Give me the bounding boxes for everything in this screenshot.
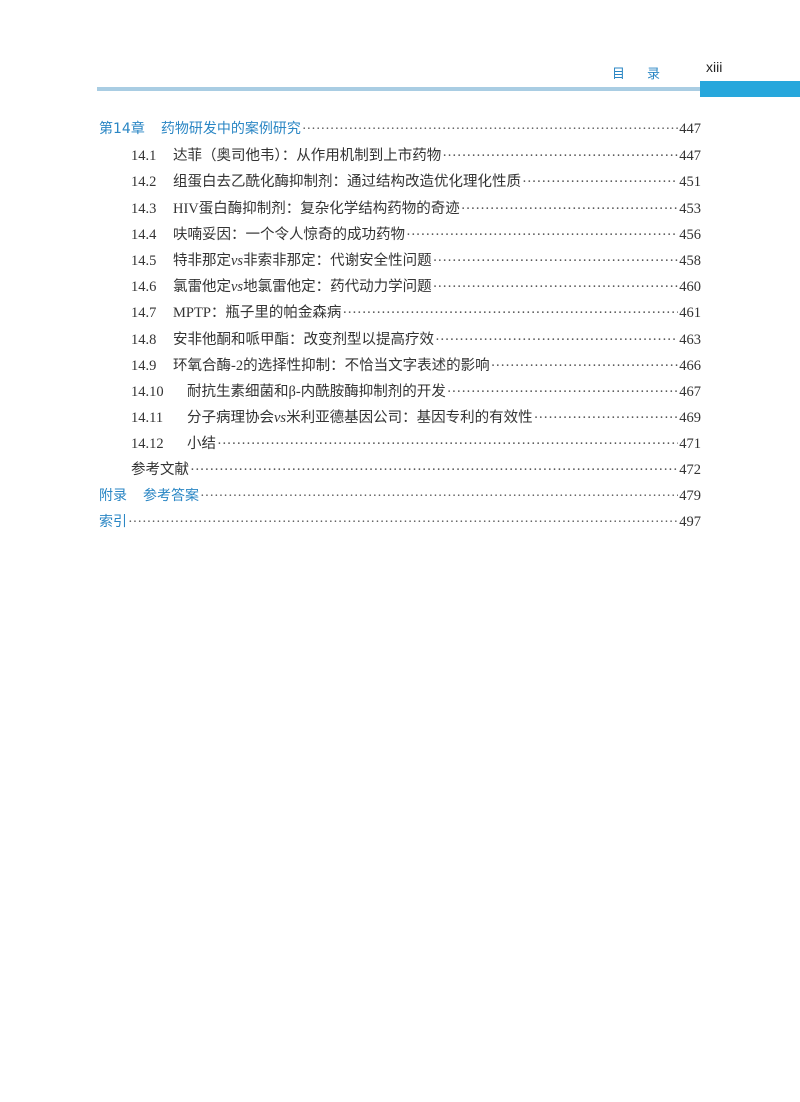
dot-leader bbox=[217, 436, 678, 453]
page-ref: 469 bbox=[679, 410, 701, 427]
section-title: 特非那定vs非索非那定：代谢安全性问题 bbox=[173, 249, 432, 270]
toc-section-14-7[interactable]: 14.7 MPTP：瓶子里的帕金森病 461 bbox=[99, 301, 701, 327]
page-ref: 447 bbox=[679, 121, 701, 137]
dot-leader bbox=[302, 122, 678, 138]
references-title: 参考文献 bbox=[131, 462, 189, 479]
dot-leader bbox=[461, 201, 678, 218]
toc-section-14-6[interactable]: 14.6 氯雷他定vs地氯雷他定：药代动力学问题 460 bbox=[99, 275, 701, 301]
toc-section-14-2[interactable]: 14.2 组蛋白去乙酰化酶抑制剂：通过结构改造优化理化性质 451 bbox=[99, 170, 701, 196]
running-header-title: 目录 bbox=[612, 67, 683, 82]
section-title: HIV蛋白酶抑制剂：复杂化学结构药物的奇迹 bbox=[173, 200, 460, 217]
dot-leader bbox=[190, 462, 678, 479]
section-number: 14.5 bbox=[131, 252, 157, 269]
section-number: 14.6 bbox=[131, 279, 157, 296]
appendix-title: 参考答案 bbox=[143, 487, 199, 504]
page-ref: 466 bbox=[679, 357, 701, 374]
section-number: 14.3 bbox=[131, 200, 157, 217]
toc-appendix[interactable]: 附录 参考答案 479 bbox=[99, 485, 701, 511]
section-number: 14.10 bbox=[131, 383, 164, 400]
section-title: 分子病理协会vs米利亚德基因公司：基因专利的有效性 bbox=[187, 406, 533, 427]
page-ref: 458 bbox=[679, 252, 701, 269]
title-part: 氯雷他定 bbox=[173, 279, 231, 296]
header-rule bbox=[97, 87, 701, 91]
page-ref: 497 bbox=[679, 513, 701, 530]
section-title: 耐抗生素细菌和β-内酰胺酶抑制剂的开发 bbox=[187, 383, 446, 400]
chapter-number: 第14章 bbox=[99, 121, 145, 137]
versus-label: vs bbox=[231, 252, 244, 269]
section-number: 14.2 bbox=[131, 174, 157, 191]
page-ref: 472 bbox=[679, 462, 701, 479]
dot-leader bbox=[342, 305, 678, 322]
section-number: 14.1 bbox=[131, 148, 157, 165]
page-number: xiii bbox=[706, 59, 723, 75]
section-number: 14.9 bbox=[131, 357, 157, 374]
toc-section-14-3[interactable]: 14.3 HIV蛋白酶抑制剂：复杂化学结构药物的奇迹 453 bbox=[99, 197, 701, 223]
versus-label: vs bbox=[231, 279, 244, 296]
table-of-contents: 第14章 药物研发中的案例研究 447 14.1 达菲（奥司他韦）：从作用机制到上… bbox=[99, 118, 701, 537]
toc-section-14-1[interactable]: 14.1 达菲（奥司他韦）：从作用机制到上市药物 447 bbox=[99, 144, 701, 170]
versus-label: vs bbox=[274, 410, 287, 427]
dot-leader bbox=[442, 148, 678, 165]
title-part: 非索非那定：代谢安全性问题 bbox=[243, 252, 432, 269]
page-ref: 467 bbox=[679, 383, 701, 400]
toc-section-14-5[interactable]: 14.5 特非那定vs非索非那定：代谢安全性问题 458 bbox=[99, 249, 701, 275]
toc-index[interactable]: 索引 497 bbox=[99, 511, 701, 537]
section-number: 14.12 bbox=[131, 436, 164, 453]
section-title: 环氧合酶-2的选择性抑制：不恰当文字表述的影响 bbox=[173, 357, 490, 374]
title-part: 地氯雷他定：药代动力学问题 bbox=[243, 279, 432, 296]
section-title: 达菲（奥司他韦）：从作用机制到上市药物 bbox=[173, 148, 442, 165]
dot-leader bbox=[491, 358, 679, 375]
title-part: 分子病理协会 bbox=[187, 410, 274, 427]
section-number: 14.8 bbox=[131, 331, 157, 348]
toc-chapter-14[interactable]: 第14章 药物研发中的案例研究 447 bbox=[99, 118, 701, 144]
page-ref: 456 bbox=[679, 226, 701, 243]
section-number: 14.7 bbox=[131, 305, 157, 322]
toc-references[interactable]: 参考文献 472 bbox=[99, 458, 701, 484]
section-title: 呋喃妥因：一个令人惊奇的成功药物 bbox=[173, 226, 405, 243]
section-title: 小结 bbox=[187, 436, 216, 453]
page-ref: 461 bbox=[679, 305, 701, 322]
dot-leader bbox=[435, 332, 678, 349]
appendix-number: 附录 bbox=[99, 487, 127, 504]
page-ref: 447 bbox=[679, 148, 701, 165]
section-title: MPTP：瓶子里的帕金森病 bbox=[173, 305, 342, 322]
toc-section-14-8[interactable]: 14.8 安非他酮和哌甲酯：改变剂型以提高疗效 463 bbox=[99, 328, 701, 354]
section-title: 安非他酮和哌甲酯：改变剂型以提高疗效 bbox=[173, 331, 434, 348]
title-part: 米利亚德基因公司：基因专利的有效性 bbox=[286, 410, 533, 427]
toc-section-14-4[interactable]: 14.4 呋喃妥因：一个令人惊奇的成功药物 456 bbox=[99, 223, 701, 249]
page-ref: 453 bbox=[679, 200, 701, 217]
chapter-title: 药物研发中的案例研究 bbox=[160, 121, 301, 137]
section-number: 14.4 bbox=[131, 226, 157, 243]
dot-leader bbox=[406, 227, 678, 244]
toc-section-14-9[interactable]: 14.9 环氧合酶-2的选择性抑制：不恰当文字表述的影响 466 bbox=[99, 354, 701, 380]
dot-leader bbox=[128, 515, 678, 531]
title-part: 特非那定 bbox=[173, 252, 231, 269]
toc-section-14-12[interactable]: 14.12 小结 471 bbox=[99, 432, 701, 458]
dot-leader bbox=[433, 279, 679, 296]
index-title: 索引 bbox=[99, 513, 127, 530]
dot-leader bbox=[522, 174, 678, 191]
page-ref: 479 bbox=[679, 487, 701, 504]
dot-leader bbox=[433, 253, 679, 270]
header-accent-block bbox=[700, 81, 800, 97]
page-ref: 471 bbox=[679, 436, 701, 453]
section-title: 氯雷他定vs地氯雷他定：药代动力学问题 bbox=[173, 275, 432, 296]
section-title: 组蛋白去乙酰化酶抑制剂：通过结构改造优化理化性质 bbox=[173, 174, 521, 191]
section-number: 14.11 bbox=[131, 410, 164, 427]
dot-leader bbox=[200, 489, 678, 505]
toc-section-14-11[interactable]: 14.11 分子病理协会vs米利亚德基因公司：基因专利的有效性 469 bbox=[99, 406, 701, 432]
dot-leader bbox=[534, 410, 679, 427]
toc-section-14-10[interactable]: 14.10 耐抗生素细菌和β-内酰胺酶抑制剂的开发 467 bbox=[99, 380, 701, 406]
page-ref: 451 bbox=[679, 174, 701, 191]
page-ref: 460 bbox=[679, 279, 701, 296]
page-ref: 463 bbox=[679, 331, 701, 348]
dot-leader bbox=[447, 384, 679, 401]
